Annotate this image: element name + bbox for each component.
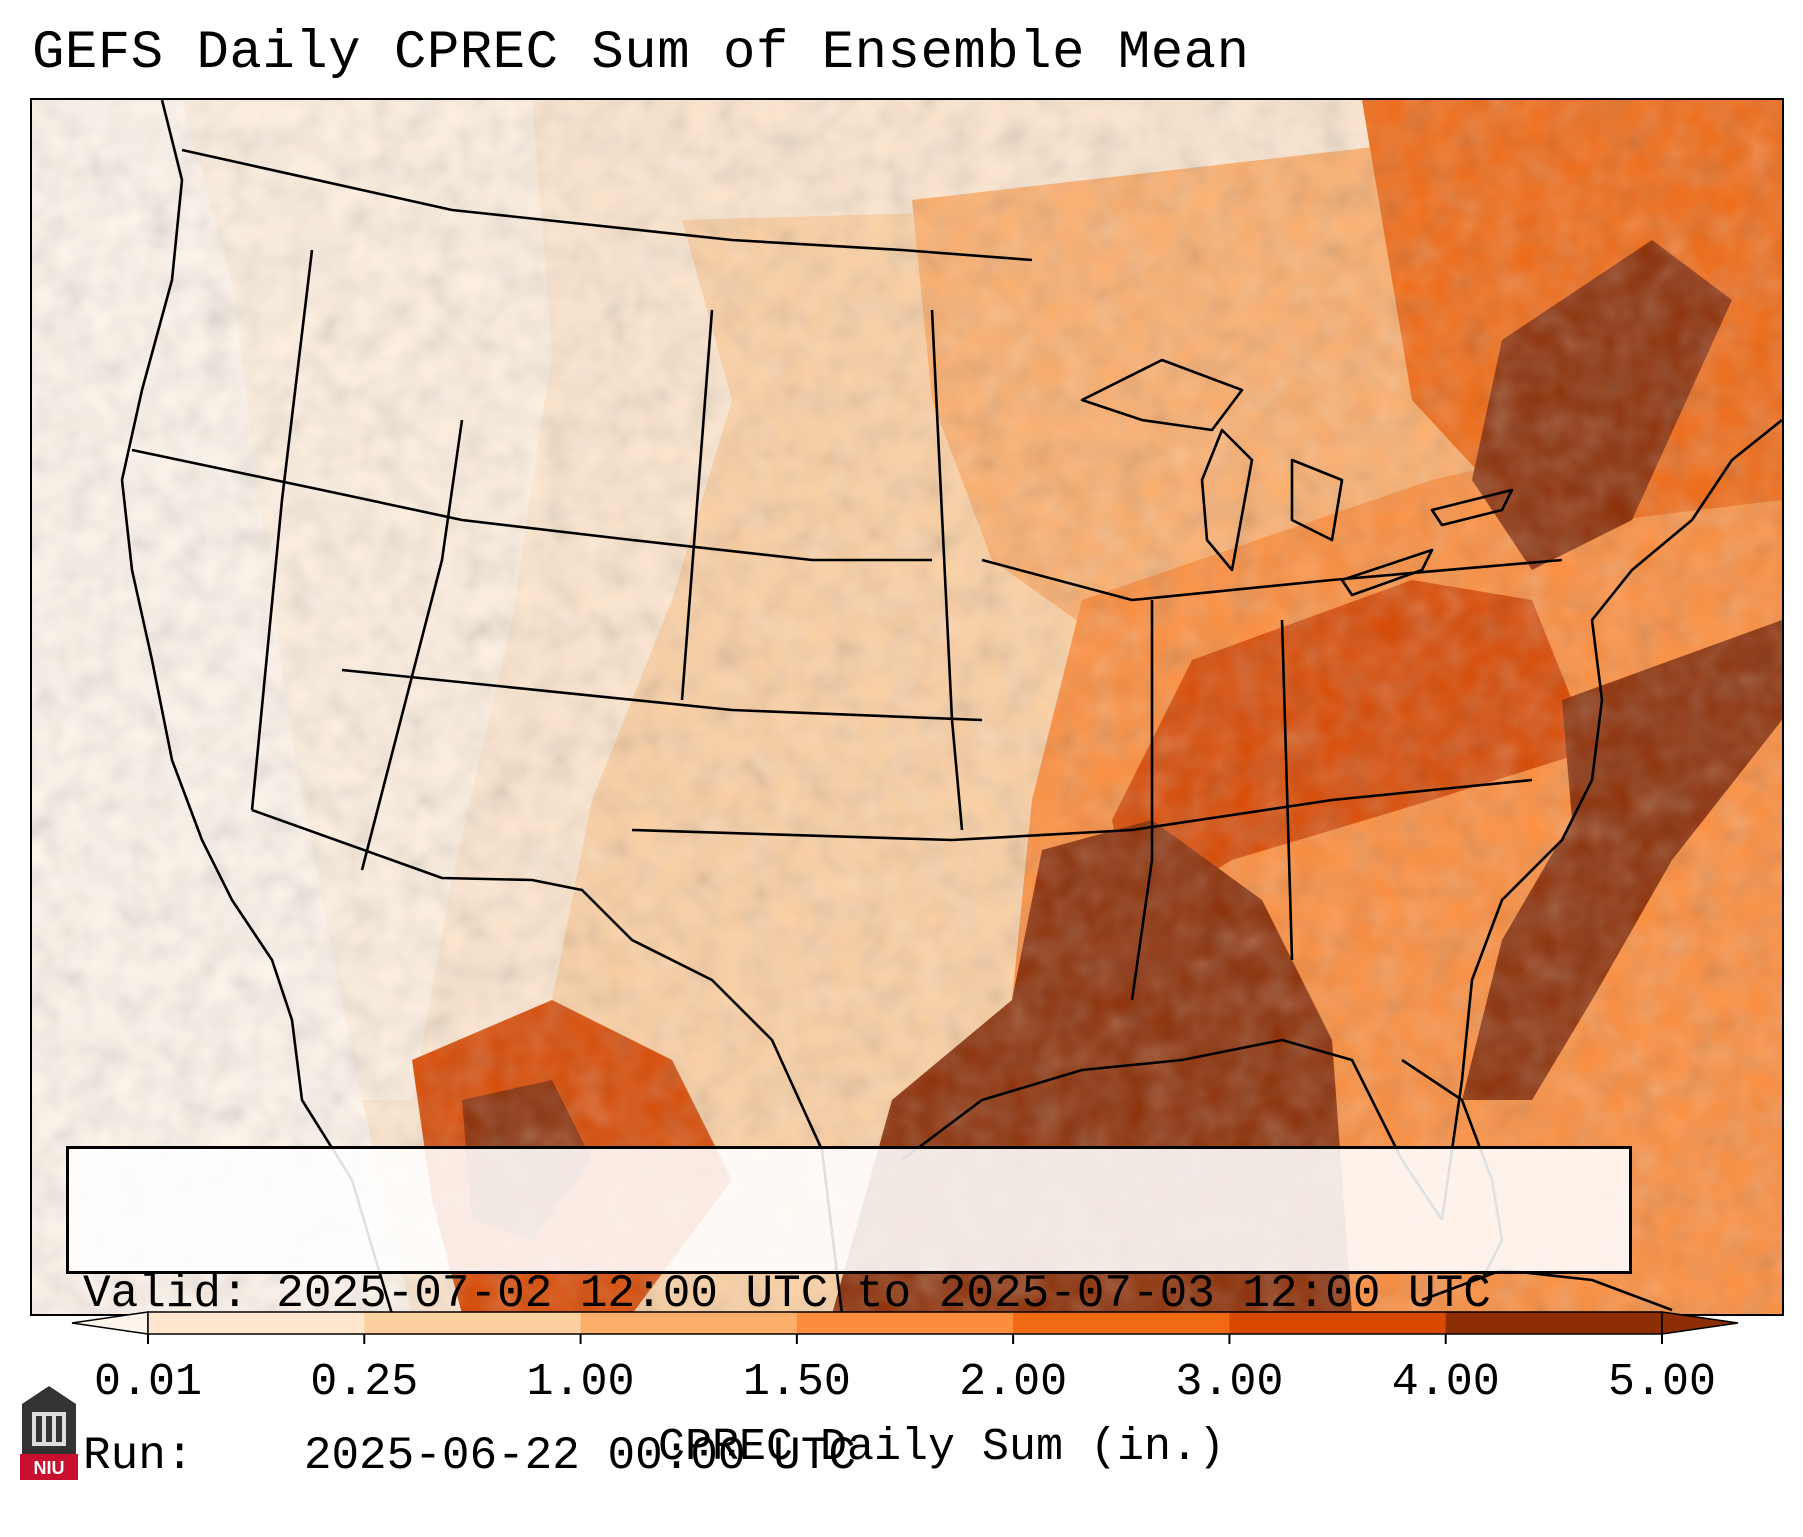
lake-ontario xyxy=(1430,488,1514,527)
state-line xyxy=(250,249,314,811)
logo-text: NIU xyxy=(34,1458,65,1478)
colorbar-extend-low xyxy=(71,1311,149,1335)
colorbar xyxy=(71,1311,1739,1344)
colorbar-tick-label: 5.00 xyxy=(1607,1357,1717,1408)
colorbar-segment xyxy=(1445,1312,1663,1334)
canada-border xyxy=(181,148,1033,262)
state-line xyxy=(1280,619,1294,961)
state-line xyxy=(631,778,1533,842)
run-line: Run: 2025-06-22 00:00 UTC xyxy=(83,1429,1615,1483)
colorbar-extend-high xyxy=(1661,1311,1739,1335)
colorbar-segment xyxy=(1013,1312,1230,1334)
map-title: GEFS Daily CPREC Sum of Ensemble Mean xyxy=(32,23,1250,84)
state-line xyxy=(131,448,323,492)
west-coastline xyxy=(120,100,394,1314)
colorbar-title: CPREC Daily Sum (in.) xyxy=(657,1422,1226,1473)
lake-huron xyxy=(1290,458,1344,542)
colorbar-tick-label: 2.00 xyxy=(959,1357,1068,1408)
colorbar-ticks xyxy=(147,1334,1663,1344)
lake-michigan xyxy=(1200,428,1254,572)
mexico-border xyxy=(251,808,844,1314)
colorbar-tick-label: 0.01 xyxy=(93,1357,203,1408)
niu-logo-icon: NIU xyxy=(20,1386,78,1480)
run-value: 2025-06-22 00:00 UTC xyxy=(303,1430,856,1482)
map-canvas xyxy=(32,100,1782,1314)
colorbar-tick-label: 4.00 xyxy=(1391,1357,1500,1408)
state-line xyxy=(680,309,714,701)
state-line xyxy=(321,488,932,562)
colorbar-segment xyxy=(1229,1312,1447,1334)
colorbar-tick-label: 1.50 xyxy=(742,1357,851,1408)
boundary-lines xyxy=(120,100,1782,1314)
state-line xyxy=(930,309,964,831)
state-line xyxy=(341,668,983,722)
colorbar-tick-label: 0.25 xyxy=(310,1357,419,1408)
cuba-coastline xyxy=(1421,1268,1673,1312)
state-line xyxy=(981,558,1563,602)
texture-overlay xyxy=(32,100,1782,1314)
gulf-coastline xyxy=(901,1038,1444,1221)
colorbar-segment xyxy=(796,1312,1014,1334)
precipitation-map xyxy=(30,98,1784,1316)
atlantic-coastline xyxy=(1440,418,1782,1221)
colorbar-segment xyxy=(148,1312,365,1334)
run-label: Run: xyxy=(83,1430,194,1482)
validity-info-box: Valid: 2025-07-02 12:00 UTC to 2025-07-0… xyxy=(66,1146,1632,1482)
colorbar-segment xyxy=(364,1312,582,1334)
colorbar-tick-label: 3.00 xyxy=(1175,1357,1284,1408)
colorbar-segments xyxy=(71,1311,1739,1335)
lake-superior xyxy=(1080,358,1244,432)
colorbar-outline xyxy=(147,1311,1663,1335)
state-line xyxy=(1130,600,1154,1001)
state-line xyxy=(360,419,464,871)
colorbar-tick-label: 1.00 xyxy=(526,1357,635,1408)
lake-erie xyxy=(1340,548,1434,597)
colorbar-segment xyxy=(580,1312,798,1334)
